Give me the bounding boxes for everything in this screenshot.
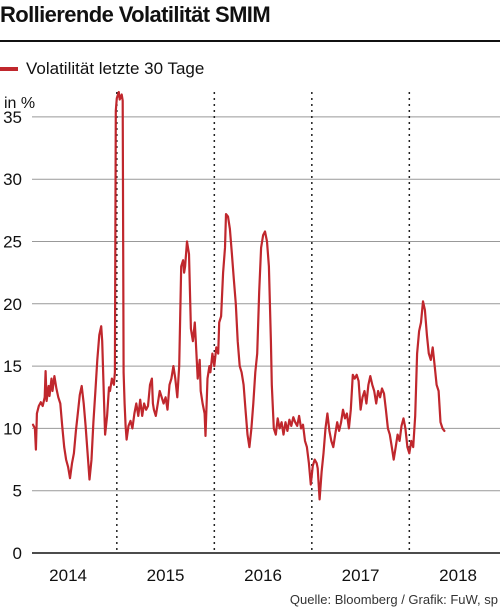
y-axis-label: in % bbox=[4, 95, 35, 112]
x-tick-label: 2016 bbox=[244, 566, 282, 585]
series-line bbox=[31, 90, 446, 501]
y-tick-label: 10 bbox=[3, 419, 22, 438]
chart-title: Rollierende Volatilität SMIM bbox=[0, 2, 271, 27]
legend-swatch bbox=[0, 67, 18, 71]
legend-label: Volatilität letzte 30 Tage bbox=[26, 59, 205, 78]
y-tick-label: 0 bbox=[13, 544, 22, 563]
x-tick-label: 2018 bbox=[439, 566, 477, 585]
y-tick-label: 5 bbox=[13, 482, 22, 501]
x-tick-label: 2017 bbox=[342, 566, 380, 585]
source-note: Quelle: Bloomberg / Grafik: FuW, sp bbox=[289, 592, 498, 607]
y-tick-label: 20 bbox=[3, 295, 22, 314]
y-tick-label: 15 bbox=[3, 357, 22, 376]
x-tick-label: 2014 bbox=[49, 566, 87, 585]
legend: Volatilität letzte 30 Tage bbox=[0, 58, 204, 80]
title-rule bbox=[0, 40, 500, 42]
y-tick-label: 30 bbox=[3, 170, 22, 189]
y-tick-label: 35 bbox=[3, 108, 22, 127]
y-tick-label: 25 bbox=[3, 233, 22, 252]
x-tick-label: 2015 bbox=[147, 566, 185, 585]
